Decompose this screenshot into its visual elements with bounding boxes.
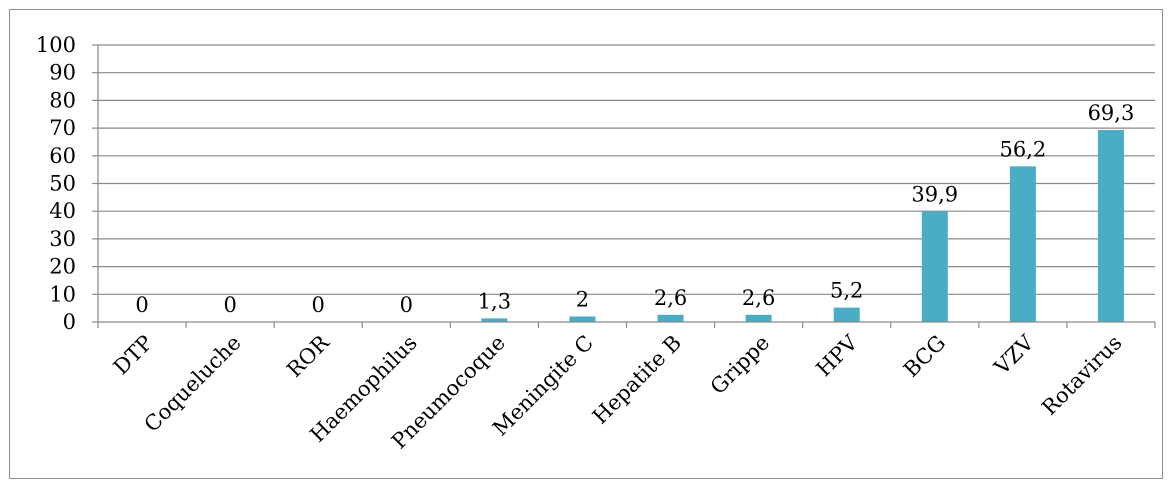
bar: [833, 307, 860, 322]
data-label: 5,2: [830, 279, 863, 303]
y-tick-label: 40: [49, 199, 76, 223]
bar: [921, 211, 948, 322]
data-label: 0: [312, 293, 325, 317]
bars: [481, 130, 1124, 322]
labels: 01020304050607080901000DTP0Coqueluche0RO…: [36, 33, 1134, 454]
category-label: VZV: [989, 330, 1039, 380]
chart-frame: [9, 9, 1163, 479]
category-label: HPV: [812, 330, 863, 381]
y-tick-label: 60: [49, 144, 76, 168]
data-label: 0: [223, 293, 236, 317]
y-tick-label: 80: [49, 88, 76, 112]
y-tick-label: 90: [49, 61, 76, 85]
data-label: 0: [400, 293, 413, 317]
bar: [1009, 166, 1036, 322]
category-label: BCG: [899, 331, 950, 382]
category-label: Rotavirus: [1037, 331, 1126, 420]
data-label: 39,9: [911, 182, 958, 206]
bar: [569, 316, 596, 322]
bar: [657, 314, 684, 322]
bar: [481, 318, 508, 322]
category-label: ROR: [282, 330, 334, 382]
data-label: 0: [135, 293, 148, 317]
data-label: 2: [576, 287, 589, 311]
y-tick-label: 50: [49, 172, 76, 196]
data-label: 1,3: [478, 289, 511, 313]
gridlines: [98, 44, 1155, 295]
y-tick-label: 10: [49, 282, 76, 306]
category-label: Hepatite B: [588, 331, 686, 429]
y-tick-label: 30: [49, 227, 76, 251]
category-label: Grippe: [706, 331, 774, 399]
y-tick-label: 100: [36, 33, 76, 57]
y-tick-label: 20: [49, 255, 76, 279]
bar: [1097, 130, 1124, 322]
category-label: DTP: [109, 331, 158, 380]
data-label: 56,2: [999, 137, 1046, 161]
data-label: 69,3: [1088, 101, 1135, 125]
axes: [92, 44, 1156, 328]
data-label: 2,6: [654, 286, 687, 310]
y-tick-label: 0: [63, 310, 76, 334]
y-tick-label: 70: [49, 116, 76, 140]
bar: [745, 314, 772, 322]
data-label: 2,6: [742, 286, 775, 310]
